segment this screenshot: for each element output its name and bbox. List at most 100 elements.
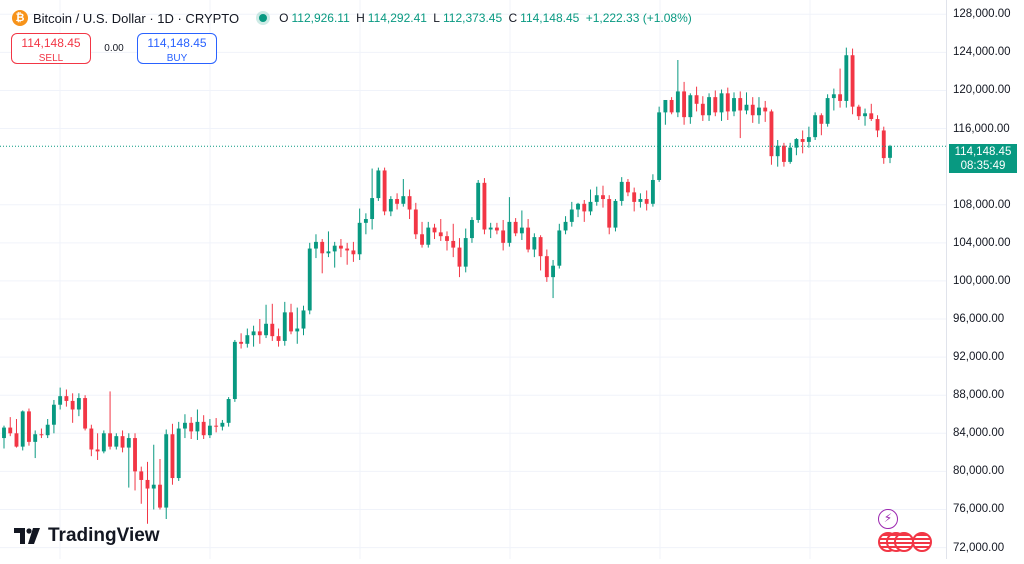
candle-body <box>101 433 106 452</box>
candle-body <box>195 421 200 432</box>
price-tick-label: 120,000.00 <box>953 84 1011 97</box>
candle-body <box>688 95 693 118</box>
candle-body <box>64 396 69 401</box>
price-tick-label: 108,000.00 <box>953 198 1011 211</box>
candle-body <box>257 331 262 336</box>
candle-body <box>594 195 599 202</box>
candle-body <box>289 312 293 332</box>
bitcoin-icon: ₿ <box>12 10 28 26</box>
candle-body <box>89 428 94 450</box>
candle-body <box>27 411 31 442</box>
candle-body <box>800 139 805 142</box>
candle-body <box>114 436 119 447</box>
candle-body <box>301 310 306 329</box>
candle-body <box>557 230 562 266</box>
open-value: 112,926.11 <box>291 11 350 25</box>
candle-body <box>158 484 162 508</box>
candle-body <box>239 341 244 344</box>
candle-body <box>264 323 268 336</box>
candle-body <box>370 198 375 220</box>
candle-body <box>438 232 443 237</box>
candle-body <box>363 219 368 223</box>
tradingview-logo[interactable]: TradingView <box>14 525 160 547</box>
chart-area[interactable] <box>0 0 946 559</box>
candle-body <box>476 182 481 220</box>
candle-body <box>538 237 543 257</box>
candle-body <box>844 55 849 101</box>
price-axis[interactable]: 128,000.00 124,000.00 120,000.00 116,000.00… <box>946 0 1024 559</box>
candle-body <box>831 94 836 99</box>
candle-body <box>582 203 587 212</box>
spread-value: 0.00 <box>104 43 124 54</box>
candle-body <box>314 241 318 249</box>
candle-body <box>650 179 655 204</box>
candle-body <box>20 411 25 447</box>
candle-body <box>70 400 75 410</box>
candle-body <box>869 113 874 120</box>
last-price: 114,148.45 <box>954 146 1012 158</box>
candle-body <box>307 248 312 311</box>
candle-body <box>14 433 19 447</box>
sell-button[interactable]: 114,148.45 SELL <box>11 33 91 64</box>
candle-body <box>207 425 212 436</box>
ohlc-values: O 112,926.11 H 114,292.41 L 112,373.45 C 114… <box>279 11 692 25</box>
candle-body <box>675 91 680 113</box>
candle-body <box>432 227 437 233</box>
candle-body <box>2 427 6 439</box>
candle-body <box>863 113 867 117</box>
price-tick-label: 128,000.00 <box>953 8 1011 21</box>
tradingview-logo-icon <box>14 528 40 544</box>
candle-body <box>351 250 356 255</box>
candle-body <box>320 241 325 254</box>
candle-body <box>819 115 824 124</box>
candle-body <box>838 94 843 101</box>
candle-body <box>108 433 113 447</box>
high-value: 114,292.41 <box>367 11 427 25</box>
sell-price: 114,148.45 <box>21 36 81 50</box>
candle-body <box>201 421 206 436</box>
buy-button[interactable]: 114,148.45 BUY <box>137 33 217 64</box>
candle-body <box>226 399 231 423</box>
us-flag-event-icon[interactable] <box>912 532 932 552</box>
price-tick-label: 88,000.00 <box>953 389 1005 402</box>
candle-body <box>183 422 187 429</box>
candle-body <box>151 484 156 489</box>
candle-body <box>513 221 518 234</box>
close-value: 114,148.45 <box>520 11 580 25</box>
price-tick-label: 92,000.00 <box>953 351 1005 364</box>
candle-body <box>569 209 574 222</box>
candle-body <box>532 237 537 250</box>
candle-body <box>619 181 624 201</box>
candle-body <box>345 248 350 251</box>
candle-body <box>276 336 281 341</box>
candle-body <box>270 323 275 337</box>
candle-body <box>401 196 406 204</box>
price-tick-label: 76,000.00 <box>953 503 1005 516</box>
candle-body <box>638 199 643 202</box>
last-price-tag: 114,148.45 08:35:49 <box>949 144 1017 173</box>
candle-body <box>282 312 287 341</box>
candle-body <box>750 104 755 116</box>
candle-body <box>875 119 880 131</box>
candle-body <box>881 130 886 159</box>
price-tick-label: 84,000.00 <box>953 427 1005 440</box>
buy-price: 114,148.45 <box>147 36 207 50</box>
candle-body <box>232 341 237 400</box>
candle-body <box>488 227 493 230</box>
candle-body <box>682 91 687 118</box>
candle-body <box>781 145 786 162</box>
economic-events-group[interactable] <box>878 532 934 554</box>
price-tick-label: 96,000.00 <box>953 313 1005 326</box>
brand-name: TradingView <box>48 525 160 546</box>
us-flag-event-icon[interactable] <box>894 532 914 552</box>
buy-label: BUY <box>166 53 188 64</box>
candle-body <box>663 99 668 113</box>
price-tick-label: 104,000.00 <box>953 236 1011 249</box>
candle-body <box>145 479 150 489</box>
candle-body <box>501 230 506 243</box>
candle-body <box>420 234 424 245</box>
candle-body <box>388 199 393 212</box>
lightning-bolt-icon[interactable]: ⚡ <box>878 509 898 529</box>
symbol-title[interactable]: Bitcoin / U.S. Dollar · 1D · CRYPTO <box>33 10 240 26</box>
